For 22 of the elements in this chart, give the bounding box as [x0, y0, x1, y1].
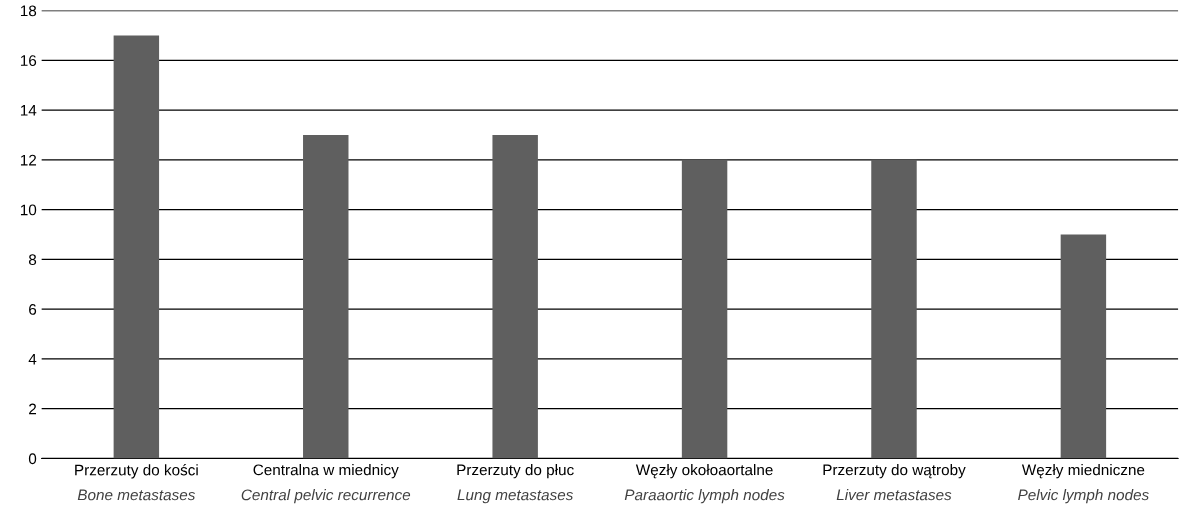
category-label: Węzły okołoaortalne Paraaortic lymph nodes: [624, 464, 785, 504]
bar: [113, 35, 160, 459]
bar: [303, 134, 349, 459]
y-tick-label: 14: [20, 105, 37, 116]
category-label: Przerzuty do płuc Lung metastases: [457, 464, 574, 504]
category-label: Centralna w miednicy Central pelvic recurrence: [241, 464, 411, 504]
y-tick-label: 4: [28, 353, 37, 365]
category-label: Węzły miedniczne Pelvic lymph nodes: [1018, 464, 1149, 504]
bar: [871, 159, 917, 459]
y-tick-label: 2: [29, 403, 37, 415]
category-label: Przerzuty do wątroby Liver metastases: [823, 464, 966, 501]
y-tick-label: 18: [20, 5, 37, 17]
y-tick-label: 16: [20, 55, 37, 66]
category-label: Przerzuty do kości Bone metastases: [75, 464, 198, 501]
y-tick-label: 8: [28, 254, 37, 266]
bar: [1060, 234, 1107, 459]
bar: [681, 159, 728, 459]
y-tick-label: 6: [29, 304, 37, 315]
y-tick-label: 0: [28, 453, 37, 465]
y-tick-label: 10: [20, 204, 37, 216]
y-tick-label: 12: [20, 154, 37, 166]
bar: [492, 134, 538, 459]
